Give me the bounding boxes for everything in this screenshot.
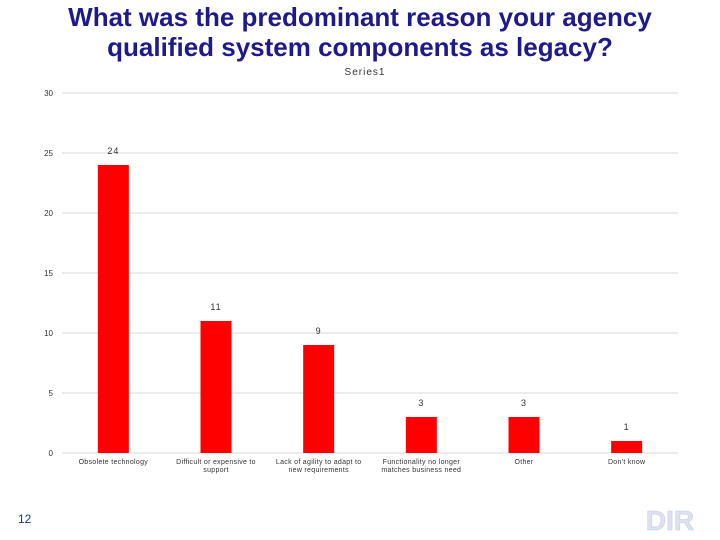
y-tick-label: 0 — [49, 449, 54, 458]
y-tick-label: 25 — [44, 149, 53, 158]
gridlines — [62, 92, 678, 454]
title-line-2: qualified system components as legacy? — [107, 32, 613, 62]
x-tick-label: Difficult or expensive to support — [176, 459, 256, 474]
bar — [405, 417, 437, 453]
data-label: 3 — [418, 398, 424, 408]
x-tick-label-line: Functionality no longer — [383, 459, 461, 466]
logo-text: DIR — [646, 505, 694, 536]
x-tick-label-line: Other — [514, 459, 533, 466]
y-tick-label: 15 — [44, 269, 53, 278]
x-axis-labels: Obsolete technology Difficult or expensiv… — [79, 459, 646, 474]
bar — [611, 441, 643, 453]
x-tick-label-line: matches business need — [381, 467, 461, 474]
bar — [200, 321, 232, 453]
y-tick-label: 10 — [44, 329, 53, 338]
title-line-1: What was the predominant reason your age… — [68, 2, 652, 32]
bar — [508, 417, 540, 453]
slide-title: What was the predominant reason your age… — [20, 2, 700, 62]
y-tick-label: 20 — [44, 209, 53, 218]
data-label: 9 — [316, 326, 322, 336]
x-tick-label-line: Difficult or expensive to — [176, 459, 256, 466]
data-label: 3 — [521, 398, 527, 408]
page-number: 12 — [18, 512, 32, 526]
x-tick-label: Other — [514, 459, 533, 466]
x-tick-label-line: Lack of agility to adapt to — [276, 459, 362, 466]
x-tick-label: Lack of agility to adapt to new requireme… — [276, 459, 362, 474]
dir-logo: DIR — [646, 505, 695, 536]
x-tick-label: Don't know — [608, 459, 646, 466]
data-labels: 24 11 9 3 3 1 — [107, 146, 630, 432]
x-tick-label-line: Obsolete technology — [79, 459, 149, 466]
bars — [97, 165, 643, 453]
bar — [97, 165, 129, 453]
data-label: 1 — [624, 422, 630, 432]
y-tick-label: 30 — [44, 89, 53, 98]
x-tick-label: Functionality no longer matches business … — [381, 459, 461, 474]
x-tick-label: Obsolete technology — [79, 459, 149, 466]
x-tick-label-line: new requirements — [288, 467, 349, 474]
y-axis-ticks: 0 5 10 15 20 25 30 — [44, 89, 53, 458]
y-tick-label: 5 — [49, 389, 54, 398]
chart-title: Series1 — [344, 67, 386, 78]
data-label: 11 — [210, 302, 221, 312]
x-tick-label-line: Don't know — [608, 459, 646, 466]
x-tick-label-line: support — [203, 467, 228, 474]
bar — [303, 345, 335, 453]
data-label: 24 — [107, 146, 119, 156]
